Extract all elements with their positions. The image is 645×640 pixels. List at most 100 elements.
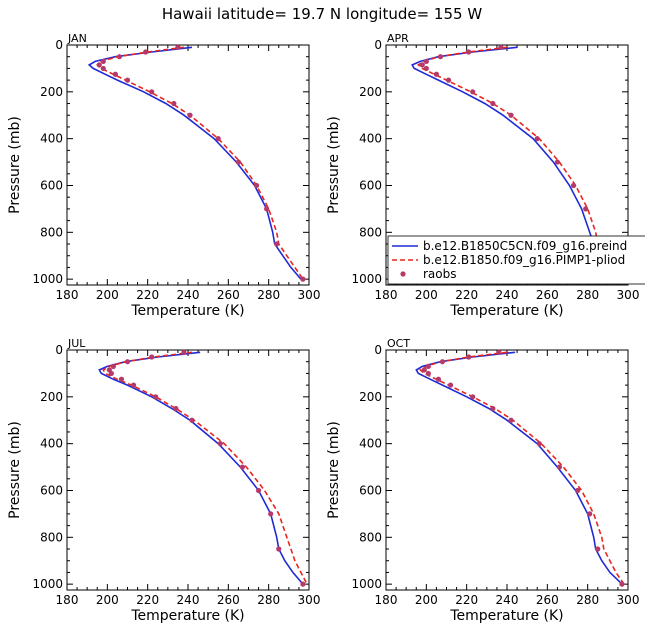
raobs-point <box>264 206 270 212</box>
panels: JAN 180 200 220 240 260 280 300 0 200 400 600 800 100… <box>7 32 639 624</box>
raobs-point <box>110 363 116 369</box>
raobs-point <box>595 546 601 552</box>
raobs-point <box>187 112 193 118</box>
raobs-point <box>508 112 514 118</box>
raobs-point <box>470 394 476 400</box>
raobs-point <box>173 405 179 412</box>
y-tick-label: 800 <box>40 530 63 544</box>
raobs-point <box>508 417 514 423</box>
raobs-point <box>470 89 476 95</box>
raobs-point <box>255 487 262 494</box>
raobs-point <box>181 349 187 355</box>
x-axis-label: Temperature (K) <box>130 303 244 319</box>
raobs-point <box>421 367 427 373</box>
raobs-point <box>536 441 542 447</box>
panel-oct: OCT 180 200 220 240 260 280 300 0 200 400 600 800 100… <box>326 337 639 624</box>
y-tick-label: 600 <box>359 178 382 192</box>
series-preind-line <box>87 46 302 280</box>
x-tick-label: 280 <box>257 288 280 302</box>
series-pliod-line <box>96 46 304 280</box>
x-tick-label: 240 <box>177 593 200 607</box>
x-tick-label: 240 <box>177 288 200 302</box>
raobs-point <box>498 44 504 50</box>
raobs-point <box>300 581 306 587</box>
x-tick-label: 200 <box>96 288 119 302</box>
x-tick-label: 260 <box>536 593 559 607</box>
x-axis-label: Temperature (K) <box>449 303 563 319</box>
y-axis-label: Pressure (mb) <box>326 116 342 214</box>
legend: b.e12.B1850C5CN.f09_g16.preindb.e12.B185… <box>387 235 645 285</box>
raobs-point <box>143 49 149 55</box>
raobs-point <box>153 394 159 400</box>
raobs-point <box>100 58 106 64</box>
raobs-point <box>433 71 440 77</box>
raobs-point <box>116 54 123 60</box>
y-tick-label: 600 <box>40 483 63 497</box>
series-preind-line <box>415 351 623 585</box>
raobs-point <box>217 441 223 447</box>
x-tick-label: 220 <box>455 288 478 302</box>
raobs-point <box>96 62 102 68</box>
legend-label: b.e12.B1850.f09_g16.PIMP1-pliod <box>423 253 625 267</box>
y-tick-label: 800 <box>40 225 63 239</box>
raobs-point <box>118 376 125 382</box>
series-pliod-line <box>102 351 308 585</box>
raobs-point <box>149 354 155 360</box>
raobs-point <box>274 241 280 247</box>
raobs-point <box>124 77 131 83</box>
y-tick-label: 1000 <box>351 272 382 286</box>
y-tick-label: 400 <box>359 437 382 451</box>
raobs-point <box>435 376 442 382</box>
y-tick-label: 200 <box>40 390 63 404</box>
y-tick-label: 200 <box>359 390 382 404</box>
raobs-point <box>556 464 563 470</box>
x-tick-label: 300 <box>617 288 640 302</box>
panel-label: OCT <box>387 337 410 350</box>
raobs-point <box>574 487 581 494</box>
y-tick-label: 0 <box>374 38 382 52</box>
panel-label: APR <box>387 32 409 45</box>
y-tick-label: 600 <box>359 483 382 497</box>
x-tick-label: 240 <box>496 288 519 302</box>
x-tick-label: 180 <box>56 593 79 607</box>
y-tick-label: 400 <box>359 132 382 146</box>
y-tick-label: 200 <box>40 85 63 99</box>
y-tick-label: 1000 <box>32 272 63 286</box>
series-pliod-line <box>418 351 625 585</box>
y-tick-label: 800 <box>359 530 382 544</box>
x-tick-label: 280 <box>576 593 599 607</box>
raobs-point <box>149 89 155 95</box>
raobs-point <box>189 417 195 423</box>
x-tick-label: 220 <box>136 288 159 302</box>
series-raobs <box>421 349 625 587</box>
x-tick-label: 200 <box>96 593 119 607</box>
x-axis-label: Temperature (K) <box>130 608 244 624</box>
raobs-point <box>171 100 177 107</box>
raobs-point <box>112 71 118 77</box>
raobs-point <box>419 62 425 68</box>
raobs-point <box>496 349 502 355</box>
raobs-point <box>554 159 561 165</box>
raobs-point <box>490 100 496 107</box>
raobs-point <box>425 363 431 369</box>
y-tick-label: 800 <box>359 225 382 239</box>
x-tick-label: 180 <box>56 288 79 302</box>
raobs-point <box>570 182 577 189</box>
legend-symbol-raobs <box>400 271 406 277</box>
raobs-point <box>253 182 260 189</box>
plot-frame <box>385 349 629 591</box>
raobs-point <box>425 370 431 377</box>
y-tick-label: 0 <box>55 38 63 52</box>
figure-title: Hawaii latitude= 19.7 N longitude= 155 W <box>162 5 482 23</box>
x-axis-label: Temperature (K) <box>449 608 563 624</box>
x-tick-label: 300 <box>617 593 640 607</box>
raobs-point <box>583 206 589 212</box>
panel-jul: JUL 180 200 220 240 260 280 300 0 200 400 600 800 100… <box>7 337 320 624</box>
y-tick-label: 400 <box>40 132 63 146</box>
raobs-point <box>239 464 246 470</box>
y-tick-label: 0 <box>55 343 63 357</box>
x-tick-label: 260 <box>217 288 240 302</box>
y-tick-label: 1000 <box>32 577 63 591</box>
legend-box <box>387 235 645 285</box>
raobs-point <box>108 370 114 377</box>
